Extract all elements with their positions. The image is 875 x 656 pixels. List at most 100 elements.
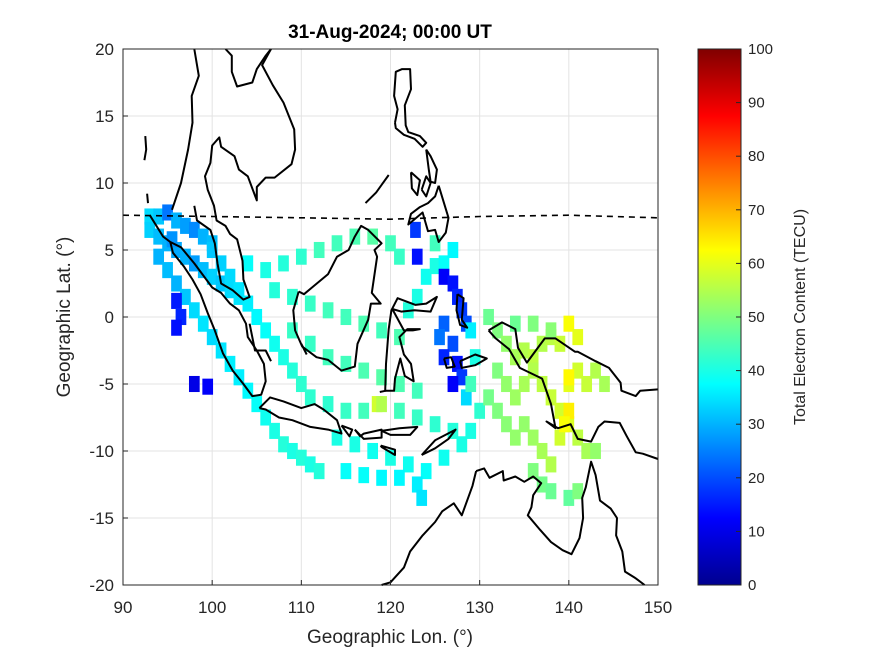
tec-cell: [394, 402, 405, 419]
tec-cell: [260, 322, 272, 339]
tec-cell: [260, 409, 272, 426]
tec-cell: [438, 315, 450, 332]
coastline: [407, 185, 450, 243]
tec-cell: [313, 463, 325, 480]
tec-cell: [460, 389, 472, 406]
tec-cell: [420, 268, 432, 285]
tec-cell: [322, 349, 334, 366]
tec-cell: [367, 228, 379, 245]
tec-cell: [563, 402, 575, 419]
tec-cell: [206, 329, 218, 346]
coastline: [379, 389, 387, 393]
coastline: [292, 224, 383, 372]
tec-cell: [572, 362, 584, 379]
tec-cell: [527, 429, 539, 446]
tec-cell: [188, 302, 200, 319]
tec-cell: [188, 375, 200, 393]
tec-cell: [483, 389, 494, 406]
tec-cell: [527, 349, 539, 366]
tec-cell: [197, 262, 209, 279]
tec-cell: [554, 402, 566, 419]
tec-cell: [411, 409, 423, 426]
tec-cell: [518, 416, 530, 433]
coastline: [193, 48, 297, 301]
tec-cell: [554, 335, 566, 352]
tec-cell: [394, 375, 405, 393]
colorbar-tick-label: 100: [748, 41, 773, 58]
tec-cell: [153, 248, 165, 265]
y-tick-label: 15: [95, 107, 114, 126]
tec-cell: [447, 375, 459, 393]
tec-cell: [385, 449, 396, 466]
tec-cell: [233, 282, 245, 299]
tec-cell: [394, 469, 405, 486]
tec-cell: [394, 248, 405, 265]
tec-cell: [527, 362, 539, 379]
tec-cell: [331, 235, 343, 252]
tec-cell: [536, 476, 548, 493]
tec-cell: [536, 335, 548, 352]
colorbar-tick-label: 60: [748, 255, 765, 272]
tec-cell: [410, 221, 421, 238]
tec-cell: [572, 329, 584, 346]
coastline: [459, 353, 488, 369]
tec-cell: [162, 262, 173, 279]
tec-cell: [429, 235, 441, 252]
tec-cell: [153, 228, 165, 245]
y-tick-label: 20: [95, 40, 114, 59]
coastline: [488, 321, 659, 398]
tec-cell: [175, 308, 187, 326]
tec-cell: [509, 349, 521, 366]
tec-cell: [509, 389, 521, 406]
tec-cell: [304, 456, 316, 473]
tec-cell: [447, 241, 459, 259]
tec-cell: [456, 369, 468, 386]
coastline: [300, 343, 308, 355]
coastline: [340, 424, 354, 438]
tec-cell: [331, 429, 343, 446]
tec-cell: [202, 378, 214, 395]
tec-cell: [452, 355, 463, 372]
x-axis-ticks: 90 100 110 120 130 140 150: [114, 580, 672, 617]
y-tick-label: -5: [99, 375, 114, 394]
tec-cell: [492, 402, 503, 419]
tec-cell: [278, 255, 289, 272]
coastline: [420, 175, 432, 198]
tec-cell: [287, 288, 298, 305]
coastline: [475, 460, 646, 586]
y-tick-label: -20: [89, 576, 114, 595]
tec-cell: [438, 449, 450, 466]
y-axis-ticks: 20 15 10 5 0 -5 -10 -15 -20: [89, 40, 128, 595]
tec-cell: [242, 255, 254, 272]
tec-cell: [518, 375, 530, 393]
x-tick-label: 100: [198, 598, 226, 617]
tec-cell: [492, 362, 503, 379]
coastline: [171, 48, 200, 211]
tec-cell: [411, 248, 423, 265]
tec-cell: [269, 335, 280, 352]
tec-cell: [206, 241, 218, 259]
coastline: [224, 48, 272, 88]
coastlines: [143, 48, 659, 586]
tec-cell: [545, 322, 557, 339]
tec-cell: [340, 402, 352, 419]
y-tick-label: 10: [95, 174, 114, 193]
tec-cell: [465, 375, 477, 393]
coastline: [443, 356, 456, 369]
colorbar-tick-label: 40: [748, 363, 765, 380]
tec-cell: [367, 442, 379, 460]
tec-cell: [376, 369, 387, 386]
tec-cell: [171, 292, 182, 309]
tec-cell: [411, 476, 423, 493]
x-tick-label: 120: [376, 598, 404, 617]
y-tick-label: 5: [105, 241, 114, 260]
tec-cell: [322, 302, 334, 319]
tec-cell: [166, 231, 178, 248]
tec-cell: [278, 349, 289, 366]
tec-cell: [224, 282, 236, 299]
tec-cell: [581, 442, 593, 460]
coastline: [148, 214, 267, 398]
tec-cell: [518, 342, 530, 359]
tec-cell: [180, 217, 191, 234]
